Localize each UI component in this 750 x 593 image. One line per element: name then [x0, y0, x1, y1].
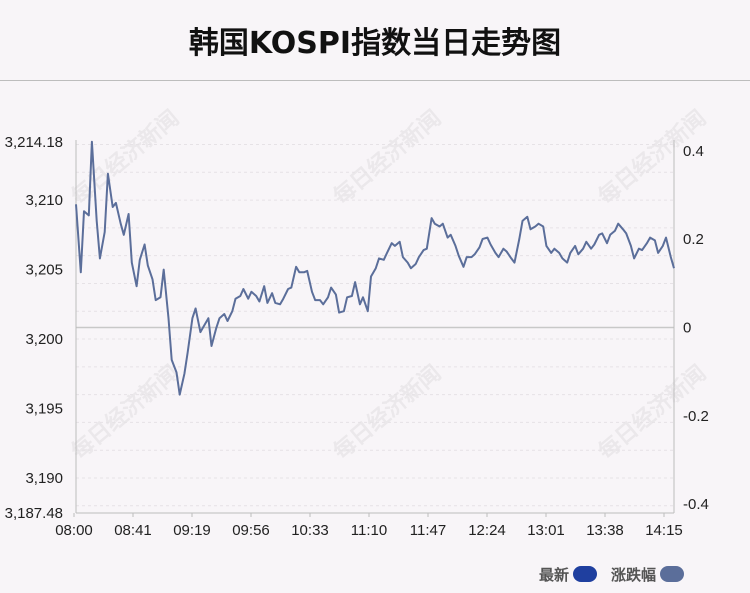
tick-labels: 3,214.18 3,210 3,205 3,200 3,195 3,190 3,187.4… [5, 134, 709, 539]
series-line-latest [75, 140, 675, 396]
y-left-tick-label: 3,187.48 [5, 505, 63, 522]
series-lines [75, 140, 675, 396]
legend-item-latest: 最新 [539, 564, 597, 585]
y-right-tick-label: -0.2 [683, 408, 709, 425]
y-left-tick-label: 3,214.18 [5, 134, 63, 151]
x-tick-label: 09:56 [232, 522, 270, 539]
y-left-tick-label: 3,205 [25, 262, 63, 279]
x-tick-label: 13:01 [527, 522, 565, 539]
y-right-tick-label: -0.4 [683, 496, 709, 513]
x-tick-label: 08:00 [55, 522, 93, 539]
x-tick-label: 11:47 [410, 522, 446, 539]
legend-item-change: 涨跌幅 [611, 564, 684, 585]
title-divider [0, 80, 750, 81]
y-left-tick-label: 3,210 [25, 192, 63, 209]
legend: 最新 涨跌幅 [539, 563, 684, 585]
axes [75, 140, 675, 514]
grid-lines [76, 144, 674, 507]
x-tick-label: 14:15 [645, 522, 683, 539]
x-tick-label: 13:38 [586, 522, 624, 539]
chart-title: 韩国KOSPI指数当日走势图 [188, 26, 562, 61]
y-right-tick-label: 0.2 [683, 231, 704, 248]
legend-label-change: 涨跌幅 [610, 565, 656, 584]
x-tick-label: 12:24 [468, 522, 506, 539]
legend-label-latest: 最新 [538, 565, 569, 584]
x-tick-label: 09:19 [173, 522, 211, 539]
x-tick-label: 11:10 [351, 522, 387, 539]
x-tick-label: 08:41 [114, 522, 152, 539]
y-left-tick-label: 3,195 [25, 401, 63, 418]
y-right-tick-label: 0 [683, 320, 691, 337]
legend-swatch-latest [572, 566, 597, 582]
x-tick-label: 10:33 [291, 522, 329, 539]
legend-swatch-change [660, 566, 684, 582]
y-left-tick-label: 3,200 [25, 331, 63, 348]
y-right-tick-label: 0.4 [683, 143, 704, 160]
y-left-tick-label: 3,190 [25, 470, 63, 487]
